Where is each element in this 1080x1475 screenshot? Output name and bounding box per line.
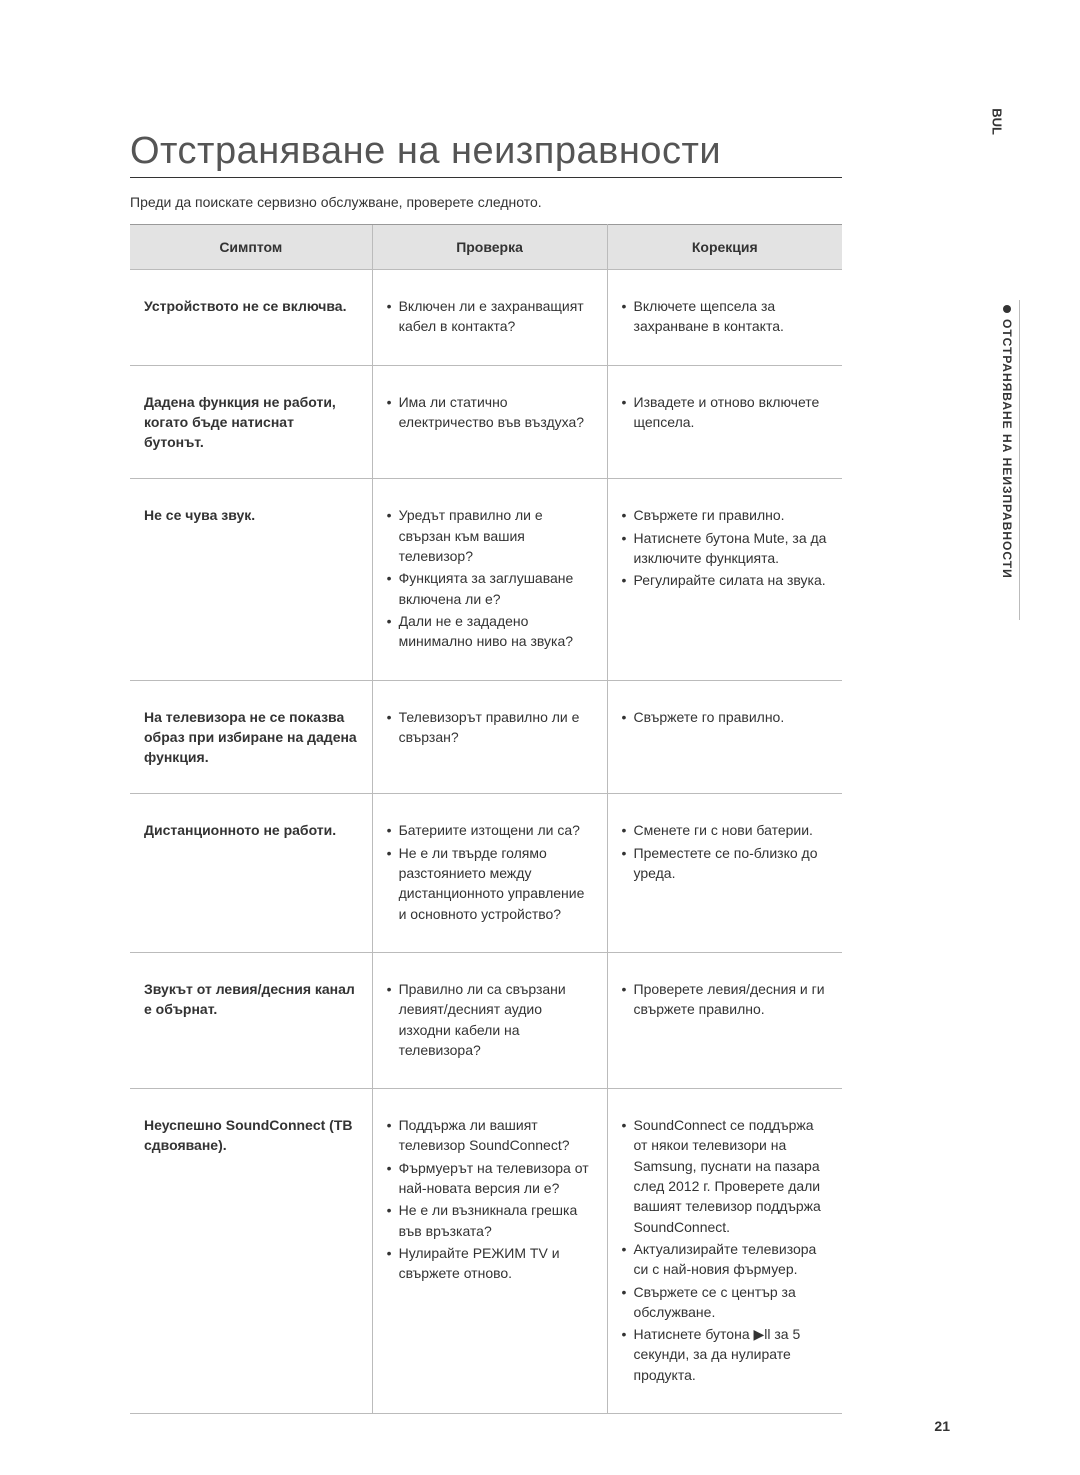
table-row: Устройството не се включва. Включен ли е …	[130, 270, 842, 366]
list-item: SoundConnect се поддържа от някои телеви…	[622, 1115, 828, 1237]
troubleshoot-table: Симптом Проверка Корекция Устройството н…	[130, 224, 842, 1414]
side-language-label: BUL	[990, 108, 1005, 135]
list-item: Актуализирайте телевизора си с най-новия…	[622, 1239, 828, 1280]
remedy-cell: Сменете ги с нови батерии. Преместете се …	[607, 794, 842, 952]
remedy-cell: SoundConnect се поддържа от някои телеви…	[607, 1089, 842, 1414]
symptom-cell: Не се чува звук.	[130, 479, 372, 680]
page-title: Отстраняване на неизправности	[130, 130, 842, 178]
list-item: Поддържа ли вашият телевизор SoundConnec…	[387, 1115, 593, 1156]
side-section-text: ОТСТРАНЯВАНЕ НА НЕИЗПРАВНОСТИ	[1000, 319, 1014, 579]
list-item: Включете щепсела за захранване в контакт…	[622, 296, 828, 337]
check-cell: Батериите изтощени ли са? Не е ли твърде …	[372, 794, 607, 952]
table-row: Звукът от левия/десния канал е обърнат.П…	[130, 952, 842, 1088]
list-item: Извадете и отново включете щепсела.	[622, 392, 828, 433]
bullet-icon	[1003, 305, 1011, 313]
list-item: Сменете ги с нови батерии.	[622, 820, 828, 840]
list-item: Проверете левия/десния и ги свържете пра…	[622, 979, 828, 1020]
side-rule	[1019, 300, 1020, 620]
table-row: Дистанционното не работи.Батериите изтощ…	[130, 794, 842, 952]
remedy-cell: Свържете го правилно.	[607, 680, 842, 794]
symptom-cell: Дистанционното не работи.	[130, 794, 372, 952]
header-check: Проверка	[372, 225, 607, 270]
table-row: Не се чува звук.Уредът правилно ли е свъ…	[130, 479, 842, 680]
list-item: Функцията за заглушаване включена ли е?	[387, 568, 593, 609]
list-item: Уредът правилно ли е свързан към вашия т…	[387, 505, 593, 566]
symptom-cell: Неуспешно SoundConnect (ТВ сдвояване).	[130, 1089, 372, 1414]
check-cell: Телевизорът правилно ли е свързан?	[372, 680, 607, 794]
list-item: Регулирайте силата на звука.	[622, 570, 828, 590]
table-row: Дадена функция не работи, когато бъде на…	[130, 365, 842, 479]
list-item: Дали не е зададено минимално ниво на зву…	[387, 611, 593, 652]
list-item: Натиснете бутона ▶ll за 5 секунди, за да…	[622, 1324, 828, 1385]
check-cell: Има ли статично електричество във въздух…	[372, 365, 607, 479]
list-item: Правилно ли са свързани левият/десният а…	[387, 979, 593, 1060]
check-cell: Уредът правилно ли е свързан към вашия т…	[372, 479, 607, 680]
page-number: 21	[934, 1418, 950, 1434]
table-row: Неуспешно SoundConnect (ТВ сдвояване). По…	[130, 1089, 842, 1414]
remedy-cell: Свържете ги правилно. Натиснете бутона Mu…	[607, 479, 842, 680]
remedy-cell: Включете щепсела за захранване в контакт…	[607, 270, 842, 366]
list-item: Нулирайте РЕЖИМ TV и свържете отново.	[387, 1243, 593, 1284]
check-cell: Включен ли е захранващият кабел в контак…	[372, 270, 607, 366]
list-item: Натиснете бутона Mute, за да изключите ф…	[622, 528, 828, 569]
list-item: Свържете го правилно.	[622, 707, 828, 727]
side-section-label: ОТСТРАНЯВАНЕ НА НЕИЗПРАВНОСТИ	[1000, 305, 1014, 579]
remedy-cell: Проверете левия/десния и ги свържете пра…	[607, 952, 842, 1088]
check-cell: Правилно ли са свързани левият/десният а…	[372, 952, 607, 1088]
table-row: На телевизора не се показва образ при из…	[130, 680, 842, 794]
symptom-cell: Звукът от левия/десния канал е обърнат.	[130, 952, 372, 1088]
list-item: Не е ли възникнала грешка във връзката?	[387, 1200, 593, 1241]
table-header-row: Симптом Проверка Корекция	[130, 225, 842, 270]
check-cell: Поддържа ли вашият телевизор SoundConnec…	[372, 1089, 607, 1414]
remedy-cell: Извадете и отново включете щепсела.	[607, 365, 842, 479]
list-item: Батериите изтощени ли са?	[387, 820, 593, 840]
list-item: Не е ли твърде голямо разстоянието между…	[387, 843, 593, 924]
list-item: Включен ли е захранващият кабел в контак…	[387, 296, 593, 337]
symptom-cell: Устройството не се включва.	[130, 270, 372, 366]
header-remedy: Корекция	[607, 225, 842, 270]
intro-text: Преди да поискате сервизно обслужване, п…	[130, 194, 950, 210]
list-item: Свържете се с център за обслужване.	[622, 1282, 828, 1323]
list-item: Има ли статично електричество във въздух…	[387, 392, 593, 433]
list-item: Фърмуерът на телевизора от най-новата ве…	[387, 1158, 593, 1199]
list-item: Преместете се по-близко до уреда.	[622, 843, 828, 884]
symptom-cell: Дадена функция не работи, когато бъде на…	[130, 365, 372, 479]
list-item: Свържете ги правилно.	[622, 505, 828, 525]
header-symptom: Симптом	[130, 225, 372, 270]
symptom-cell: На телевизора не се показва образ при из…	[130, 680, 372, 794]
list-item: Телевизорът правилно ли е свързан?	[387, 707, 593, 748]
